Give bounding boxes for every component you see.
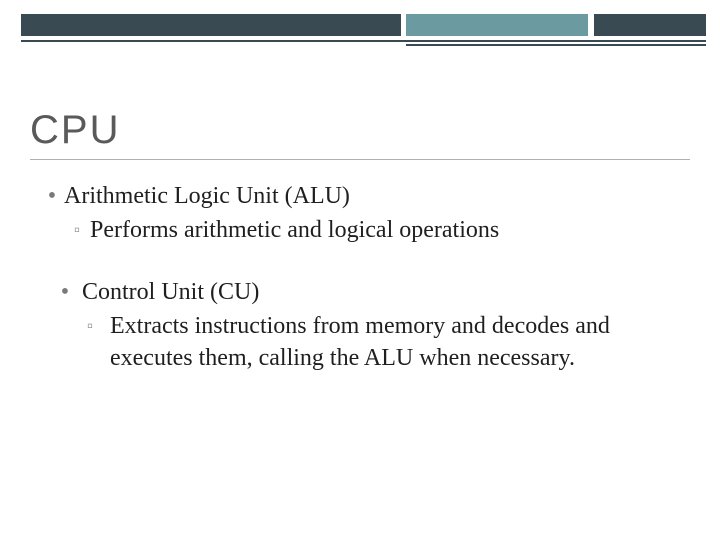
bullet-level1: •Control Unit (CU) [48, 276, 680, 308]
bullet-level2: ▫Performs arithmetic and logical operati… [64, 214, 680, 246]
slide-title: CPU [30, 108, 690, 160]
topbar-dark-segment [21, 14, 401, 36]
slide-body: •Arithmetic Logic Unit (ALU)▫Performs ar… [40, 180, 680, 374]
bullet-text: Arithmetic Logic Unit (ALU) [64, 180, 680, 212]
topbar-thin-line [21, 40, 706, 42]
bullet-text: Extracts instructions from memory and de… [110, 310, 680, 374]
bullet-text: Control Unit (CU) [82, 276, 680, 308]
topbar-dark-segment [594, 14, 706, 36]
slide: CPU •Arithmetic Logic Unit (ALU)▫Perform… [0, 0, 720, 540]
bullet-level1: •Arithmetic Logic Unit (ALU) [40, 180, 680, 212]
bullet-square-icon: ▫ [70, 310, 110, 342]
topbar-thin-line [406, 44, 706, 46]
topbar-teal-segment [406, 14, 588, 36]
bullet-dot-icon: • [48, 276, 82, 308]
bullet-level2: ▫Extracts instructions from memory and d… [70, 310, 680, 374]
bullet-square-icon: ▫ [64, 214, 90, 246]
bullet-dot-icon: • [40, 180, 64, 212]
bullet-text: Performs arithmetic and logical operatio… [90, 214, 680, 246]
